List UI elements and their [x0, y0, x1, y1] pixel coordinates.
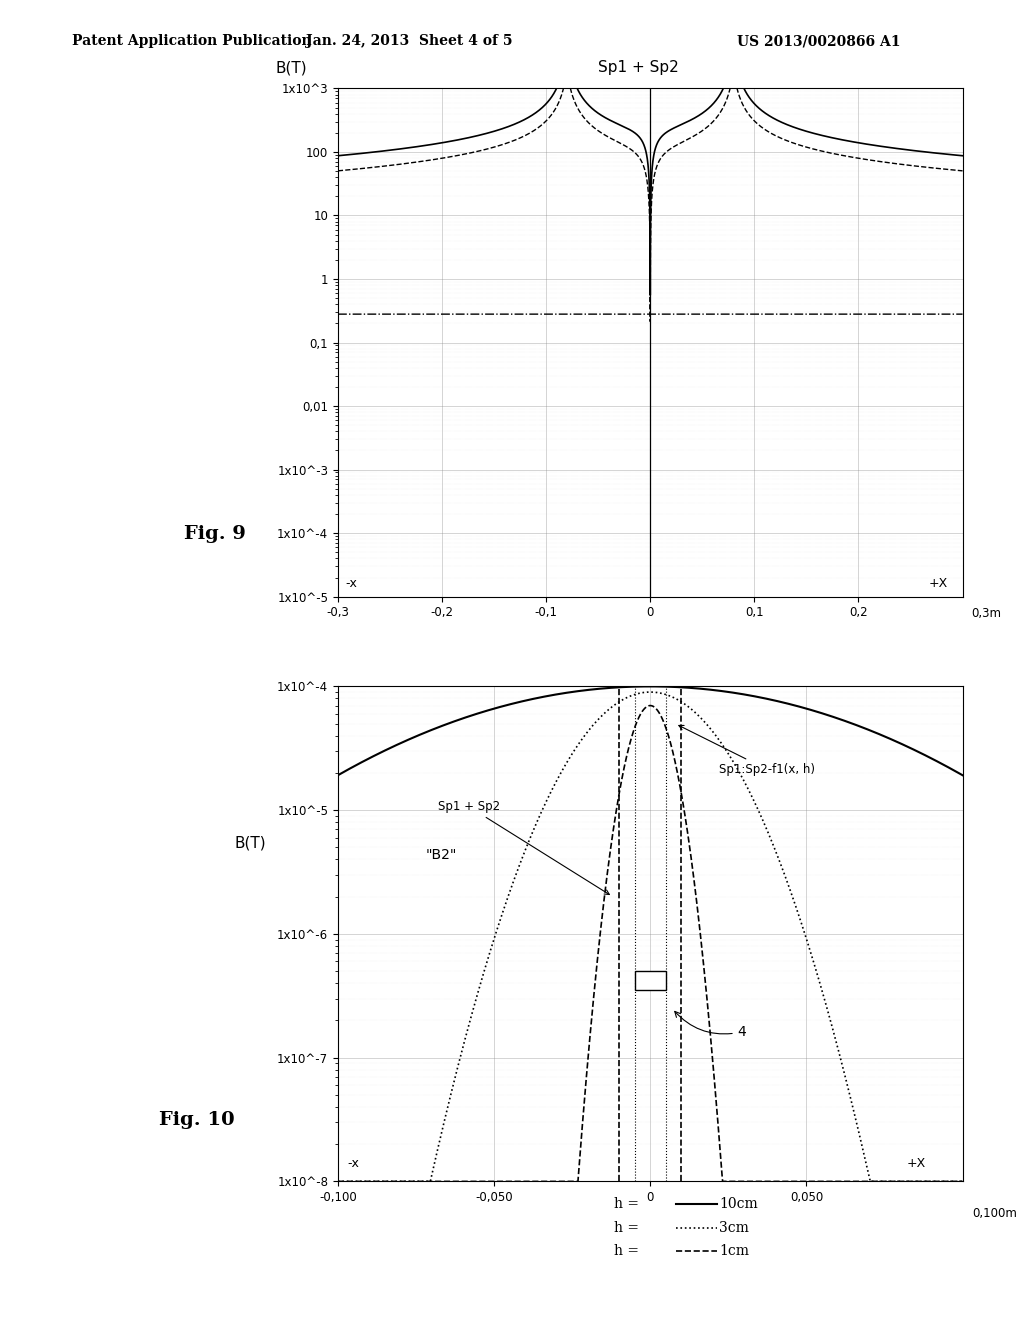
Text: Patent Application Publication: Patent Application Publication	[72, 34, 311, 49]
Text: h =: h =	[614, 1221, 644, 1234]
Text: B(T): B(T)	[234, 836, 266, 850]
Text: Fig. 10: Fig. 10	[159, 1110, 234, 1129]
Text: Sp1 + Sp2: Sp1 + Sp2	[438, 800, 609, 895]
Text: B(T): B(T)	[275, 61, 307, 75]
Text: -x: -x	[345, 577, 357, 590]
Text: 0,100m: 0,100m	[972, 1206, 1017, 1220]
Text: US 2013/0020866 A1: US 2013/0020866 A1	[737, 34, 901, 49]
Text: Jan. 24, 2013  Sheet 4 of 5: Jan. 24, 2013 Sheet 4 of 5	[306, 34, 513, 49]
Text: Fig. 9: Fig. 9	[184, 524, 246, 543]
Text: 1cm: 1cm	[719, 1245, 749, 1258]
Text: h =: h =	[614, 1245, 644, 1258]
Text: 3cm: 3cm	[719, 1221, 749, 1234]
Text: Sp1 + Sp2: Sp1 + Sp2	[598, 61, 679, 75]
Text: +X: +X	[928, 577, 947, 590]
Text: Sp1:Sp2-f1(x, h): Sp1:Sp2-f1(x, h)	[679, 726, 815, 776]
Text: 4: 4	[675, 1011, 746, 1039]
Text: "B2": "B2"	[425, 849, 457, 862]
Text: +X: +X	[906, 1158, 926, 1171]
Bar	[635, 972, 666, 990]
Text: -x: -x	[347, 1158, 359, 1171]
Text: 0,3m: 0,3m	[971, 607, 1000, 619]
Text: 10cm: 10cm	[719, 1197, 758, 1210]
Text: h =: h =	[614, 1197, 644, 1210]
